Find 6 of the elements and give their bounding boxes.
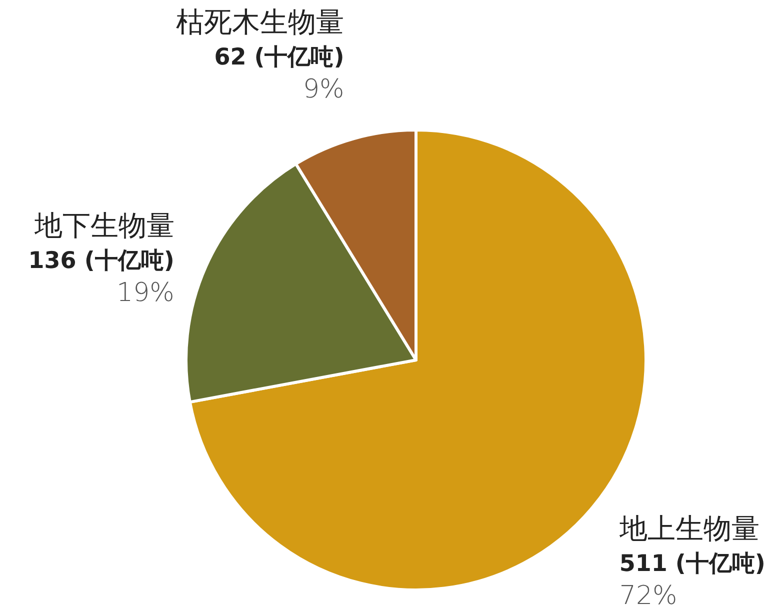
data-label: 136 (十亿吨) 19% xyxy=(28,248,174,308)
data-label: 511 (十亿吨) 72% xyxy=(619,550,766,609)
slice-label: 地下生物量 xyxy=(33,209,174,242)
slice-label: 枯死木生物量 xyxy=(176,6,344,39)
slice-label: 地上生物量 xyxy=(618,512,760,545)
data-label: 62 (十亿吨) 9% xyxy=(214,44,344,105)
